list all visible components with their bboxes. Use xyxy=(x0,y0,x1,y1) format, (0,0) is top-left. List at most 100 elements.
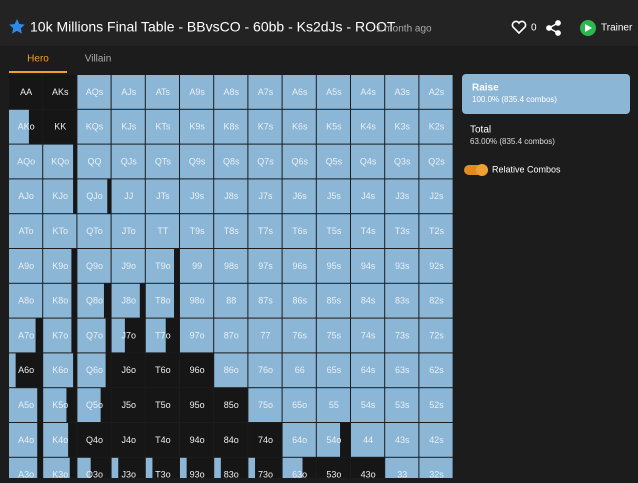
hand-label: A6s xyxy=(292,87,308,97)
hand-label: 93s xyxy=(395,261,410,271)
cell xyxy=(214,388,248,422)
raise-bar xyxy=(180,457,187,483)
raise-bar xyxy=(385,109,419,144)
toggle-knob[interactable] xyxy=(476,164,488,176)
raise-bar xyxy=(111,318,125,353)
hand-label: J7o xyxy=(121,330,136,340)
action-box[interactable] xyxy=(462,74,630,114)
hand-label: K7o xyxy=(52,330,68,340)
raise-bar xyxy=(111,214,145,248)
raise-bar xyxy=(282,144,316,179)
cell xyxy=(145,353,179,388)
tab-underline xyxy=(9,71,67,73)
raise-bar xyxy=(351,144,385,179)
raise-bar xyxy=(385,318,419,353)
like-icon[interactable] xyxy=(511,20,527,35)
raise-bar xyxy=(419,423,453,457)
cell xyxy=(180,353,214,388)
raise-bar xyxy=(180,144,214,179)
hand-label: 53o xyxy=(326,470,341,478)
hand-label: T9s xyxy=(190,226,206,236)
hand-label: 66 xyxy=(295,365,305,375)
raise-bar xyxy=(385,179,419,214)
hand-label: 77 xyxy=(260,330,270,340)
hand-label: T2s xyxy=(429,226,445,236)
raise-bar xyxy=(214,144,248,179)
raise-bar xyxy=(9,318,36,353)
raise-bar xyxy=(145,457,153,483)
cell xyxy=(111,353,145,388)
raise-bar xyxy=(351,283,385,318)
hand-label: 62s xyxy=(429,365,444,375)
raise-bar xyxy=(145,144,179,179)
hand-label: AJs xyxy=(121,87,137,97)
header xyxy=(0,0,638,46)
title: 10k Millions Final Table - BBvsCO - 60bb… xyxy=(30,19,396,35)
hand-label: JJ xyxy=(124,191,133,201)
cell xyxy=(180,388,214,422)
raise-bar xyxy=(351,109,385,144)
raise-bar xyxy=(111,144,145,179)
total-detail: 63.00% (835.4 combos) xyxy=(470,137,555,146)
raise-bar xyxy=(351,423,385,457)
trainer-button[interactable]: Trainer xyxy=(601,23,633,34)
raise-bar xyxy=(145,249,175,283)
hand-label: T7s xyxy=(258,226,274,236)
raise-bar xyxy=(43,179,74,214)
hand-label: A3o xyxy=(18,470,34,478)
hand-label: K2s xyxy=(429,122,445,132)
raise-bar xyxy=(180,318,214,353)
hand-label: K9s xyxy=(189,122,205,132)
hand-label: K8s xyxy=(224,122,240,132)
raise-bar xyxy=(316,283,350,318)
hand-label: J4o xyxy=(121,435,136,445)
raise-bar xyxy=(248,353,282,388)
hand-label: KQo xyxy=(51,156,69,166)
hand-label: T4s xyxy=(361,226,377,236)
star-icon[interactable] xyxy=(9,19,25,34)
raise-bar xyxy=(282,283,316,318)
hand-label: 97o xyxy=(190,330,205,340)
hand-label: AA xyxy=(20,87,32,97)
hand-label: 98o xyxy=(190,296,205,306)
hand-label: K4s xyxy=(360,122,376,132)
tab[interactable]: Hero xyxy=(27,54,49,65)
hand-label: TT xyxy=(157,226,168,236)
hand-label: 84s xyxy=(361,296,376,306)
raise-bar xyxy=(180,109,214,144)
raise-bar xyxy=(316,179,350,214)
raise-bar xyxy=(385,423,419,457)
hand-label: AQs xyxy=(86,87,104,97)
hand-label: Q3o xyxy=(86,470,103,478)
action-detail: 100.0% (835.4 combos) xyxy=(472,95,557,104)
hand-label: A3s xyxy=(395,87,411,97)
tab[interactable]: Villain xyxy=(85,54,112,65)
cell xyxy=(111,388,145,422)
raise-bar xyxy=(351,75,385,109)
total-label: Total xyxy=(470,125,491,136)
hand-label: J3s xyxy=(395,191,410,201)
hand-label: T4o xyxy=(155,435,171,445)
hand-label: 92s xyxy=(429,261,444,271)
raise-bar xyxy=(214,179,248,214)
hand-label: Q7s xyxy=(257,156,274,166)
hand-label: 74s xyxy=(361,330,376,340)
raise-bar xyxy=(385,283,419,318)
raise-bar xyxy=(145,109,179,144)
raise-bar xyxy=(316,353,350,388)
raise-bar xyxy=(316,249,350,283)
hand-label: Q9s xyxy=(189,156,206,166)
hand-label: KTo xyxy=(53,226,69,236)
hand-label: 99 xyxy=(192,261,202,271)
hand-label: J5s xyxy=(327,191,342,201)
raise-bar xyxy=(214,283,248,318)
raise-bar xyxy=(248,144,282,179)
raise-bar xyxy=(316,144,350,179)
hand-label: J8o xyxy=(121,296,136,306)
hand-label: Q5o xyxy=(86,400,103,410)
hand-label: J5o xyxy=(121,400,136,410)
share-icon[interactable] xyxy=(546,20,561,36)
hand-label: A6o xyxy=(18,365,34,375)
raise-bar xyxy=(248,109,282,144)
hand-label: 72s xyxy=(429,330,444,340)
